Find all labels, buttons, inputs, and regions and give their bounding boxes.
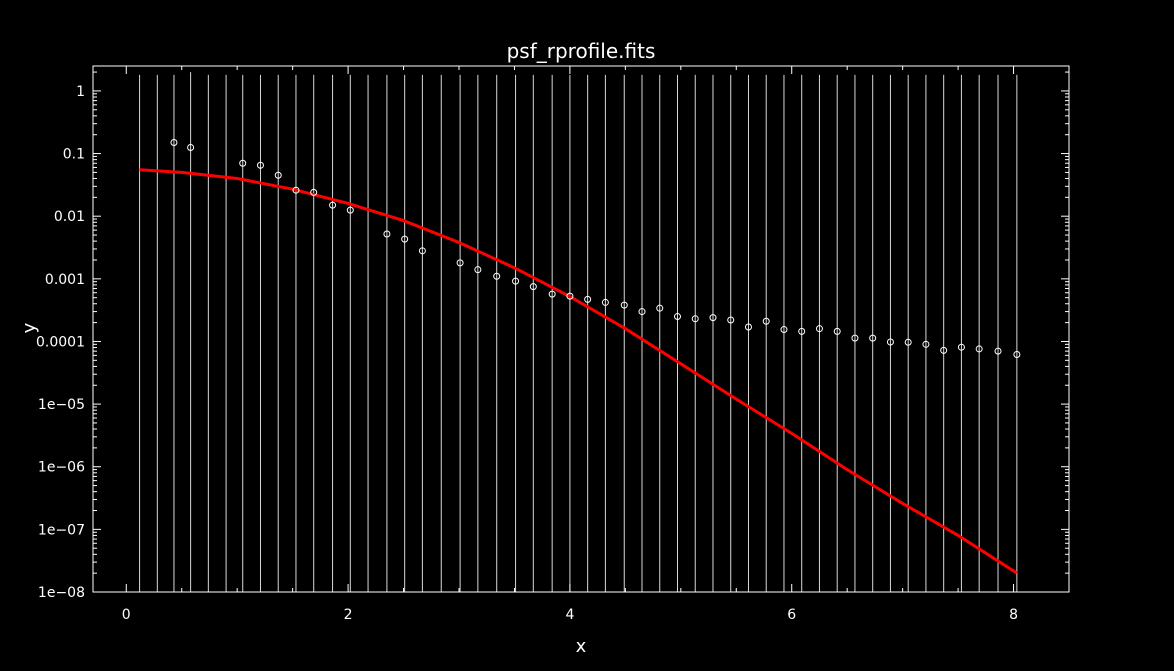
- x-tick-label: 0: [122, 607, 131, 623]
- data-point: [529, 283, 537, 291]
- data-point: [493, 272, 501, 280]
- data-point: [833, 327, 841, 335]
- data-point: [780, 326, 788, 334]
- data-points: [170, 139, 1021, 358]
- x-tick-label: 4: [565, 607, 574, 623]
- data-point: [994, 347, 1002, 355]
- data-point: [638, 308, 646, 316]
- model-curve: [139, 168, 1018, 575]
- data-point: [418, 247, 426, 255]
- data-point: [922, 340, 930, 348]
- data-point: [401, 235, 409, 243]
- chart-title: psf_rprofile.fits: [507, 39, 656, 63]
- data-point: [170, 139, 178, 147]
- data-point: [904, 338, 912, 346]
- data-point: [691, 315, 699, 323]
- y-tick-label: 1e−06: [38, 460, 85, 476]
- error-bars: [139, 72, 1018, 592]
- data-point: [310, 188, 318, 196]
- y-tick-label: 1e−05: [38, 397, 85, 413]
- data-point: [673, 313, 681, 321]
- data-point: [187, 143, 195, 151]
- data-point: [851, 334, 859, 342]
- y-tick-label: 0.001: [45, 272, 85, 288]
- x-tick-label: 2: [344, 607, 353, 623]
- data-point: [869, 334, 877, 342]
- data-point: [584, 295, 592, 303]
- y-axis-ticks: 1 0.1 0.01 0.001 0.0001 1e−05 1e−06 1e−07 1e−08: [36, 71, 1069, 601]
- data-point: [601, 298, 609, 306]
- data-point: [620, 301, 628, 309]
- data-point: [329, 201, 337, 209]
- data-point: [239, 159, 247, 167]
- data-point: [744, 323, 752, 331]
- data-point: [656, 304, 664, 312]
- y-tick-label: 0.0001: [36, 334, 85, 350]
- data-point: [274, 171, 282, 179]
- y-tick-label: 1: [76, 84, 85, 100]
- x-tick-label: 6: [787, 607, 796, 623]
- y-tick-label: 1e−07: [38, 522, 85, 538]
- y-tick-label: 0.1: [63, 147, 85, 163]
- x-axis-label: x: [576, 636, 587, 657]
- model-line: [139, 168, 1018, 575]
- data-point: [815, 325, 823, 333]
- data-point: [346, 206, 354, 214]
- data-point: [886, 338, 894, 346]
- x-tick-label: 8: [1009, 607, 1018, 623]
- data-point: [975, 345, 983, 353]
- data-point: [383, 230, 391, 238]
- data-point: [512, 277, 520, 285]
- y-tick-label: 1e−08: [38, 585, 85, 601]
- data-point: [709, 314, 717, 322]
- plot-frame-rect: [92, 65, 1070, 593]
- data-point: [548, 290, 556, 298]
- data-point: [256, 161, 264, 169]
- data-point: [798, 327, 806, 335]
- data-point: [762, 317, 770, 325]
- y-axis-label: y: [19, 322, 40, 333]
- y-tick-label: 0.01: [54, 209, 85, 225]
- data-point: [292, 186, 300, 194]
- data-point: [566, 292, 574, 300]
- data-point: [727, 316, 735, 324]
- data-point: [957, 343, 965, 351]
- data-point: [1013, 350, 1021, 358]
- plot-frame: [92, 65, 1070, 593]
- x-axis-ticks: 0 2 4 6 8: [122, 66, 1018, 623]
- data-point: [456, 259, 464, 267]
- data-point: [940, 346, 948, 354]
- data-point: [474, 266, 482, 274]
